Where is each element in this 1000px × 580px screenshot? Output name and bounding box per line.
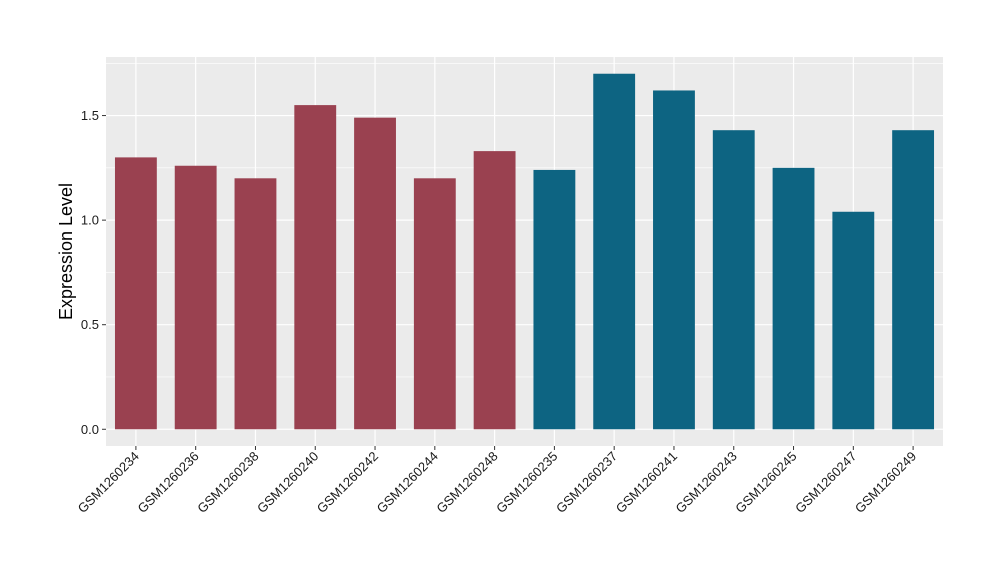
bar-GSM1260234 <box>114 157 157 430</box>
x-tick-label: GSM1260234 <box>75 449 142 516</box>
x-tick-label: GSM1260249 <box>852 449 919 516</box>
x-tick-label: GSM1260247 <box>792 449 859 516</box>
x-tick-label: GSM1260244 <box>374 449 441 516</box>
y-axis: 0.0 0.5 1.0 1.5 <box>81 108 106 437</box>
bar-GSM1260243 <box>712 130 755 430</box>
x-tick-label: GSM1260243 <box>673 449 740 516</box>
x-tick-label: GSM1260248 <box>433 449 500 516</box>
x-tick-label: GSM1260240 <box>254 449 321 516</box>
x-axis: GSM1260234GSM1260236GSM1260238GSM1260240… <box>75 446 919 516</box>
bar-GSM1260247 <box>832 211 875 430</box>
bars <box>114 73 935 430</box>
bar-GSM1260237 <box>593 73 636 430</box>
y-tick-label: 1.5 <box>81 108 99 123</box>
bar-GSM1260242 <box>354 117 396 430</box>
bar-GSM1260249 <box>892 130 935 430</box>
x-tick-label: GSM1260245 <box>732 449 799 516</box>
x-tick-label: GSM1260242 <box>314 449 381 516</box>
bar-GSM1260236 <box>174 165 217 430</box>
bar-GSM1260245 <box>772 167 815 430</box>
y-tick-label: 1.0 <box>81 213 99 228</box>
bar-GSM1260241 <box>653 90 695 430</box>
y-tick-label: 0.0 <box>81 422 99 437</box>
y-tick-label: 0.5 <box>81 317 99 332</box>
bar-GSM1260235 <box>533 169 576 430</box>
x-tick-label: GSM1260237 <box>553 449 620 516</box>
bar-GSM1260240 <box>294 105 337 430</box>
y-axis-title: Expression Level <box>56 183 76 320</box>
bar-GSM1260238 <box>234 178 277 430</box>
x-tick-label: GSM1260236 <box>134 449 201 516</box>
x-tick-label: GSM1260241 <box>613 449 680 516</box>
bar-GSM1260244 <box>413 178 456 430</box>
bar-GSM1260248 <box>473 151 516 430</box>
x-tick-label: GSM1260235 <box>493 449 560 516</box>
x-tick-label: GSM1260238 <box>194 449 261 516</box>
